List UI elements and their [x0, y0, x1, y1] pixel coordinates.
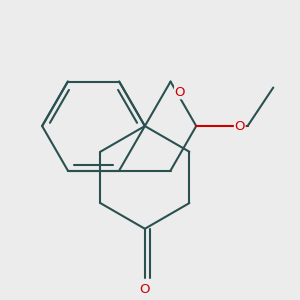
- Text: O: O: [235, 119, 245, 133]
- Text: O: O: [140, 283, 150, 296]
- Text: O: O: [175, 86, 185, 99]
